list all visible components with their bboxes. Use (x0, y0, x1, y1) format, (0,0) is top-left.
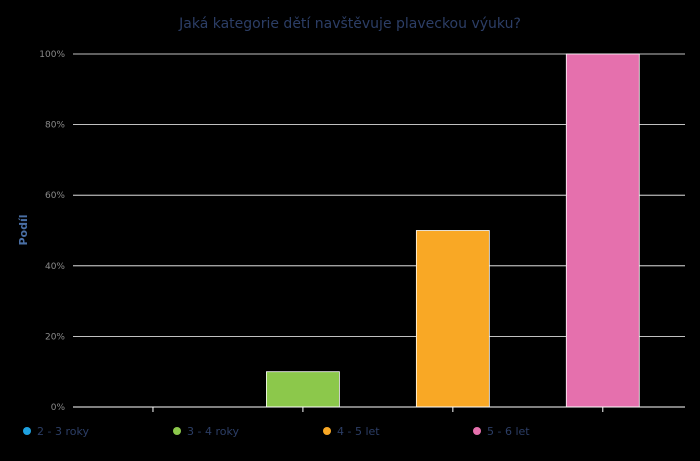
legend-label: 4 - 5 let (337, 425, 380, 438)
y-tick-label: 80% (45, 121, 65, 131)
chart-title: Jaká kategorie dětí navštěvuje plaveckou… (178, 16, 521, 32)
bars (266, 53, 640, 408)
y-tick-label: 40% (45, 262, 65, 272)
legend-marker (323, 427, 331, 435)
y-tick-label: 60% (45, 191, 65, 201)
y-axis-label: Podíl (17, 214, 30, 245)
legend-marker (473, 427, 481, 435)
bar (415, 230, 490, 408)
y-tick-label: 20% (45, 332, 65, 342)
y-tick-label: 0% (51, 403, 66, 413)
legend: 2 - 3 roky 3 - 4 roky 4 - 5 let 5 - 6 let (23, 425, 530, 438)
legend-marker (173, 427, 181, 435)
bar (266, 371, 340, 408)
y-tick-labels: 0% 20% 40% 60% 80% 100% (39, 50, 65, 413)
y-tick-label: 100% (39, 50, 65, 60)
legend-label: 5 - 6 let (487, 425, 530, 438)
legend-label: 3 - 4 roky (187, 425, 239, 438)
legend-marker (23, 427, 31, 435)
x-tick-marks (152, 407, 604, 412)
legend-label: 2 - 3 roky (37, 425, 89, 438)
bar (565, 53, 640, 408)
